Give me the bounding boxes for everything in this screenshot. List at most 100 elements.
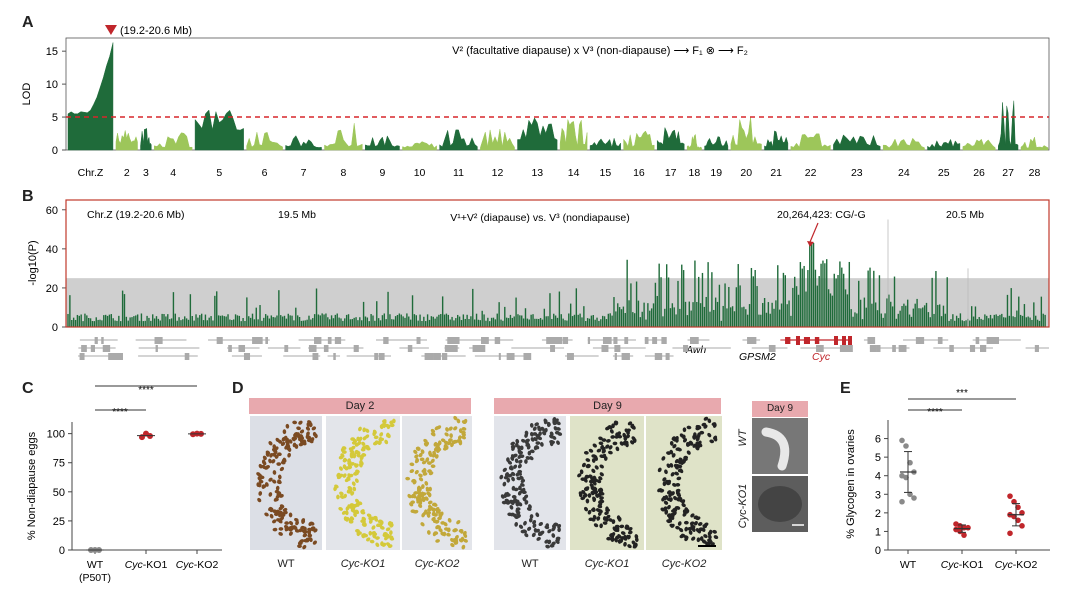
gene-exon	[433, 353, 441, 360]
egg	[663, 506, 668, 511]
egg	[659, 488, 665, 493]
egg	[609, 429, 614, 434]
egg	[414, 454, 419, 459]
egg	[585, 464, 591, 469]
egg	[666, 504, 671, 510]
lod-ytick-label: 15	[46, 46, 58, 58]
gene-exon	[877, 345, 881, 352]
lod-chart: V² (facultative diapause) x V³ (non-diap…	[21, 25, 1050, 179]
egg	[283, 510, 288, 515]
egg	[552, 419, 556, 425]
lod-chromosome-4	[154, 132, 193, 151]
egg	[600, 444, 605, 450]
egg	[708, 534, 712, 540]
egg	[592, 497, 596, 503]
egg	[628, 526, 633, 531]
egg	[679, 468, 684, 474]
egg	[302, 544, 307, 550]
gene-exon	[79, 353, 85, 360]
egg	[385, 527, 391, 532]
gene-exon	[839, 345, 847, 352]
egg	[268, 492, 273, 497]
lod-xtick-label: 27	[1002, 167, 1014, 179]
egg	[540, 530, 545, 535]
egg	[510, 456, 515, 461]
egg	[620, 531, 626, 535]
lod-ytick-label: 5	[52, 112, 58, 124]
egg	[405, 476, 411, 481]
egg	[421, 512, 426, 518]
photo-label-ko2-d2: Cyc-KO2	[414, 558, 460, 570]
panel-label-c: C	[22, 380, 34, 397]
egg	[298, 442, 304, 447]
egg	[623, 541, 627, 547]
egg	[375, 536, 380, 540]
egg	[265, 465, 271, 469]
egg	[276, 492, 281, 497]
c-xtick-label: Cyc-KO2	[176, 559, 219, 571]
egg	[314, 433, 318, 439]
gene-exon	[81, 345, 87, 352]
egg	[427, 530, 431, 535]
gene-exon	[91, 345, 95, 352]
gene-exon	[820, 345, 823, 352]
egg	[604, 511, 609, 516]
lod-chromosome-21	[764, 130, 789, 151]
egg	[529, 449, 535, 454]
egg	[511, 485, 516, 491]
e-data-point	[1007, 493, 1013, 499]
lod-chromosome-26	[962, 138, 996, 151]
egg	[598, 476, 603, 481]
egg	[703, 534, 708, 539]
gene-exon	[749, 337, 755, 344]
egg	[511, 499, 517, 504]
egg	[271, 459, 276, 464]
lod-chromosome-10	[402, 141, 437, 151]
gene-exon	[228, 345, 232, 352]
egg	[602, 521, 608, 525]
egg	[272, 527, 278, 532]
egg	[364, 434, 370, 439]
egg	[611, 423, 615, 429]
c-xtick-label: WT	[87, 559, 104, 571]
egg	[625, 524, 630, 529]
egg	[692, 434, 696, 440]
egg	[619, 524, 625, 529]
egg	[336, 472, 341, 478]
gene-exon	[424, 353, 432, 360]
egg	[690, 524, 695, 529]
egg	[426, 491, 431, 496]
cyc-exon	[848, 336, 852, 345]
egg	[347, 488, 353, 493]
egg	[605, 444, 610, 449]
egg	[385, 432, 390, 438]
gene-exon	[602, 337, 609, 344]
c-ytick-label: 25	[53, 516, 65, 528]
egg	[463, 533, 468, 538]
egg	[294, 529, 300, 533]
egg	[274, 497, 279, 502]
gene-exon	[605, 337, 612, 344]
egg	[443, 443, 448, 449]
egg	[430, 458, 435, 464]
b-ytick-label: 20	[46, 283, 58, 295]
egg	[669, 513, 675, 517]
egg	[311, 426, 317, 431]
photo-label-ko1-d2: Cyc-KO1	[340, 558, 386, 570]
e-data-point	[907, 459, 913, 466]
egg	[682, 457, 688, 462]
egg	[690, 513, 695, 518]
egg	[605, 506, 609, 512]
egg	[450, 442, 454, 448]
panel-label-e: E	[840, 380, 851, 397]
e-data-point	[1015, 517, 1021, 524]
egg	[695, 436, 700, 442]
photo-label-ko1-d9: Cyc-KO1	[584, 558, 630, 570]
egg	[256, 472, 261, 477]
egg	[358, 426, 362, 432]
lod-xtick-label: 12	[492, 167, 504, 179]
egg	[362, 427, 366, 433]
egg	[285, 423, 290, 429]
egg	[348, 520, 354, 524]
gene-exon	[991, 337, 1000, 344]
